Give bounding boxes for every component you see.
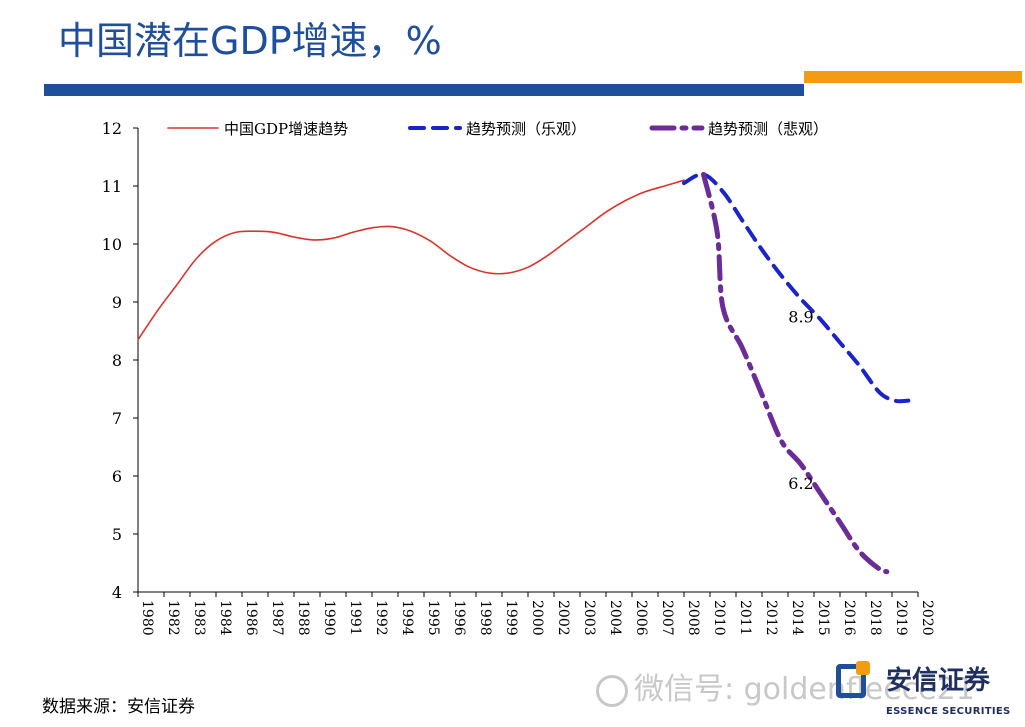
x-tick-label: 1980 <box>139 600 155 636</box>
data-annotation: 8.9 <box>788 307 813 326</box>
y-tick-label: 9 <box>112 293 122 312</box>
x-tick-label: 2006 <box>633 600 649 636</box>
x-tick-label: 1998 <box>477 600 493 636</box>
x-tick-label: 1986 <box>243 600 259 636</box>
y-tick-label: 6 <box>112 467 122 486</box>
x-tick-label: 2010 <box>711 600 727 636</box>
series-line-pessimistic <box>701 171 890 575</box>
wechat-watermark: 微信号: goldenfleece21 <box>596 664 975 708</box>
x-tick-label: 1988 <box>295 600 311 636</box>
x-tick-label: 1987 <box>269 600 285 636</box>
y-tick-label: 4 <box>112 583 122 602</box>
legend-label: 中国GDP增速趋势 <box>224 120 348 138</box>
legend-label: 趋势预测（乐观） <box>466 120 586 138</box>
y-tick-label: 5 <box>112 525 122 544</box>
y-tick-label: 12 <box>102 119 122 138</box>
x-tick-label: 2015 <box>815 600 831 636</box>
x-tick-label: 1999 <box>503 600 519 636</box>
logo-subtitle: ESSENCE SECURITIES <box>886 706 1011 717</box>
watermark-text: 微信号: goldenfleece21 <box>634 672 975 707</box>
x-tick-label: 2002 <box>555 600 571 636</box>
y-tick-label: 10 <box>102 235 122 254</box>
x-tick-label: 1990 <box>321 600 337 636</box>
y-tick-label: 7 <box>112 409 122 428</box>
x-tick-label: 1994 <box>399 600 415 636</box>
x-tick-label: 2003 <box>581 600 597 636</box>
x-tick-label: 1982 <box>165 600 181 636</box>
x-tick-label: 2008 <box>685 600 701 636</box>
x-tick-label: 2011 <box>737 600 753 636</box>
x-tick-label: 1983 <box>191 600 207 636</box>
x-tick-label: 1995 <box>425 600 441 636</box>
title-underline-orange <box>804 71 1022 83</box>
x-tick-label: 2012 <box>763 600 779 636</box>
x-tick-label: 2007 <box>659 600 675 636</box>
data-source: 数据来源：安信证券 <box>42 697 195 717</box>
y-tick-label: 11 <box>102 177 122 196</box>
x-tick-label: 2016 <box>841 600 857 636</box>
x-tick-label: 1992 <box>373 600 389 636</box>
x-tick-label: 1996 <box>451 600 467 636</box>
x-tick-label: 2000 <box>529 600 545 636</box>
x-tick-label: 1991 <box>347 600 363 636</box>
logo-mark-icon <box>836 661 870 698</box>
x-tick-label: 2014 <box>789 600 805 636</box>
legend-label: 趋势预测（悲观） <box>708 120 828 138</box>
y-tick-label: 8 <box>112 351 122 370</box>
x-tick-label: 2018 <box>867 600 883 636</box>
x-tick-label: 2004 <box>607 600 623 636</box>
page-title: 中国潜在GDP增速，% <box>58 19 442 63</box>
series-line-trend <box>137 179 685 341</box>
x-tick-label: 2020 <box>919 600 935 636</box>
x-tick-label: 1984 <box>217 600 233 636</box>
essence-logo: 安信证券 ESSENCE SECURITIES <box>836 660 1010 722</box>
wechat-icon <box>596 674 628 707</box>
data-annotation: 6.2 <box>788 474 813 493</box>
logo-text: 安信证券 <box>886 666 991 696</box>
title-underline-blue <box>44 84 804 96</box>
series-line-optimistic <box>682 172 911 404</box>
x-tick-label: 2019 <box>893 600 909 636</box>
